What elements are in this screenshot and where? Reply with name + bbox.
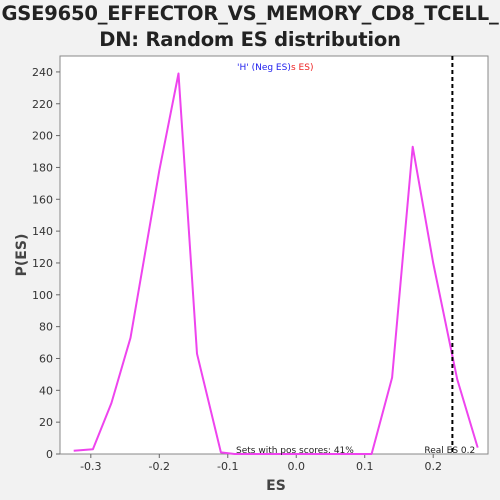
plot-area [59,55,489,455]
y-tick-label: 80 [39,321,53,334]
y-tick-label: 140 [32,225,53,238]
y-tick-label: 220 [32,98,53,111]
annotation-layer: Real ES 0.2 Sets with pos scores: 41% 'H' … [236,56,475,456]
x-tick-label: 0.1 [356,460,374,473]
series-line [73,72,479,455]
y-axis-label: P(ES) [14,234,30,277]
x-tick-label: -0.1 [217,460,238,473]
series-layer [73,72,479,455]
real-es-label: Real ES 0.2 [424,446,475,456]
chart-title-line2: DN: Random ES distribution [99,28,401,51]
chart-title-line1: GSE9650_EFFECTOR_VS_MEMORY_CD8_TCELL_ [1,2,499,25]
y-tick-label: 0 [46,448,53,461]
y-tick-label: 100 [32,289,53,302]
legend-neg-label: 'H' (Neg ES) [237,63,291,73]
pos-scores-label: Sets with pos scores: 41% [236,446,354,456]
y-tick-label: 20 [39,416,53,429]
x-tick-label: 0.2 [424,460,442,473]
y-tick-label: 180 [32,161,53,174]
y-tick-label: 160 [32,193,53,206]
y-tick-label: 40 [39,384,53,397]
y-tick-label: 60 [39,352,53,365]
legend-pos-label: s ES) [291,63,313,73]
y-tick-label: 240 [32,66,53,79]
x-tick-label: 0.0 [288,460,306,473]
x-tick-label: -0.3 [80,460,101,473]
x-axis: -0.3 -0.2 -0.1 0.0 0.1 0.2 [80,454,442,473]
x-axis-label: ES [266,478,286,494]
y-axis: 0 20 40 60 80 100 120 140 160 180 200 220 240 [32,66,60,461]
x-tick-label: -0.2 [149,460,170,473]
y-tick-label: 120 [32,257,53,270]
y-tick-label: 200 [32,130,53,143]
